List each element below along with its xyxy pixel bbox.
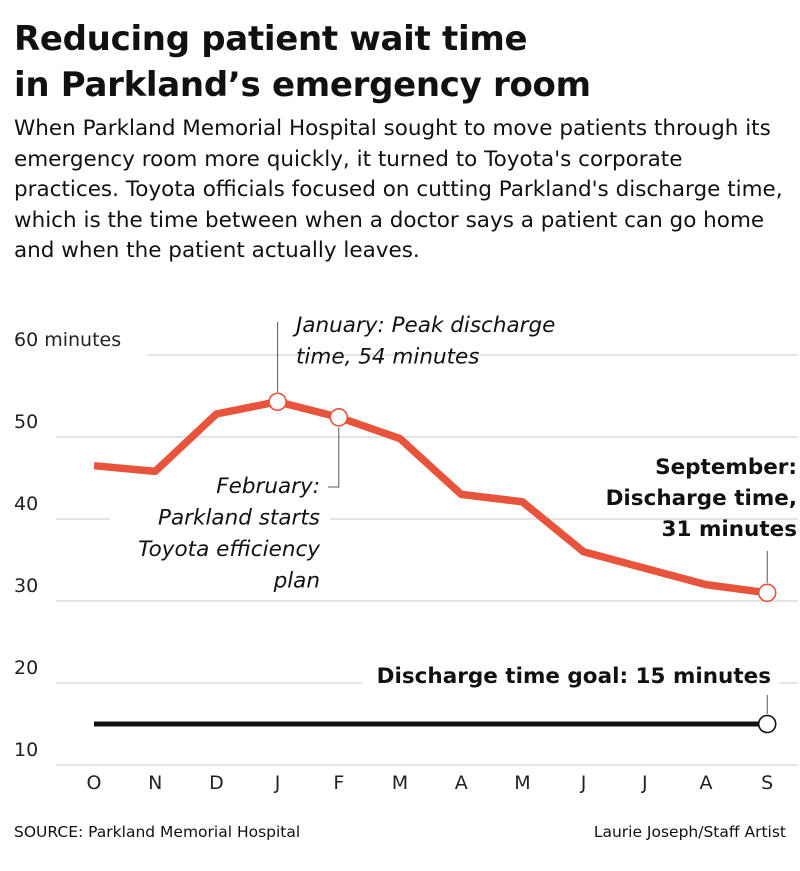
- source-note: SOURCE: Parkland Memorial Hospital: [14, 823, 301, 841]
- february-annotation-line: plan: [273, 569, 320, 594]
- september-annotation-line: Discharge time,: [606, 486, 797, 511]
- x-tick-label: F: [333, 772, 344, 794]
- y-tick-label: 10: [14, 739, 38, 761]
- x-tick-label: J: [274, 772, 281, 794]
- line-chart: 60 minutes 50 40 30 20 10 O N D J F M A M J J A S January:…: [14, 313, 798, 794]
- x-tick-label: J: [641, 772, 648, 794]
- title-line-2: in Parkland’s emergency room: [14, 65, 591, 105]
- y-tick-label: 50: [14, 411, 38, 433]
- x-tick-label: O: [87, 772, 102, 794]
- september-marker: [757, 583, 777, 603]
- y-tick-label: 40: [14, 493, 38, 515]
- chart-subtitle: When Parkland Memorial Hospital sought t…: [14, 116, 783, 263]
- february-annotation-line: Parkland starts: [158, 506, 320, 531]
- february-marker: [329, 408, 349, 427]
- february-annotation-line: February:: [216, 474, 320, 499]
- x-tick-label: S: [761, 772, 773, 794]
- x-tick-label: J: [580, 772, 587, 794]
- september-annotation-line: 31 minutes: [662, 517, 797, 542]
- goal-marker: [757, 714, 777, 734]
- january-annotation-line: January: Peak discharge: [292, 313, 555, 338]
- title-line-1: Reducing patient wait time: [14, 19, 528, 59]
- x-tick-label: A: [455, 772, 468, 794]
- chart-title: Reducing patient wait time in Parkland’s…: [14, 16, 794, 108]
- x-tick-label: N: [148, 772, 162, 794]
- january-annotation-line: time, 54 minutes: [296, 345, 479, 370]
- y-tick-label: 60 minutes: [14, 329, 121, 351]
- discharge-time-line: [93, 397, 768, 597]
- september-annotation-line: September:: [655, 455, 797, 480]
- y-tick-label: 20: [14, 657, 38, 679]
- x-tick-label: M: [392, 772, 408, 794]
- x-tick-label: M: [514, 772, 530, 794]
- credit-note: Laurie Joseph/Staff Artist: [593, 823, 786, 841]
- x-tick-label: D: [209, 772, 224, 794]
- january-marker: [268, 392, 287, 412]
- y-tick-label: 30: [14, 575, 38, 597]
- february-annotation-line: Toyota efficiency: [138, 537, 320, 562]
- x-tick-label: A: [700, 772, 713, 794]
- goal-annotation-line: Discharge time goal: 15 minutes: [377, 664, 771, 689]
- february-leader-line: [328, 427, 340, 488]
